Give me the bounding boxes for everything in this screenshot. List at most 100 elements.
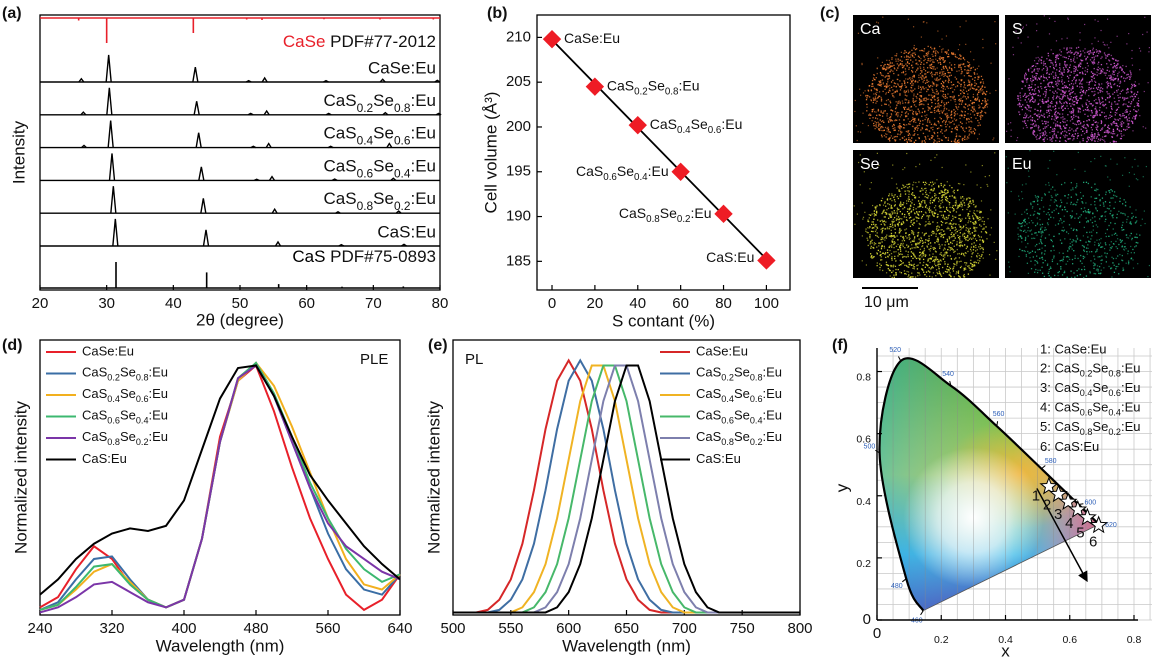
map-dot	[882, 17, 883, 18]
map-dot	[1062, 116, 1063, 117]
map-dot	[910, 134, 911, 135]
map-dot	[928, 53, 929, 54]
map-dot	[861, 64, 862, 65]
map-dot	[933, 74, 934, 75]
map-dot	[1097, 69, 1098, 70]
map-dot	[1040, 239, 1041, 240]
map-dot	[921, 36, 922, 37]
map-dot	[963, 86, 964, 87]
map-dot	[922, 86, 923, 87]
map-dot	[1123, 115, 1124, 116]
map-dot	[914, 222, 915, 223]
map-dot	[890, 102, 891, 103]
map-dot	[922, 127, 923, 128]
map-dot	[974, 242, 975, 243]
map-dot	[977, 217, 978, 218]
map-dot	[1044, 138, 1045, 139]
map-dot	[1092, 81, 1093, 82]
map-dot	[1081, 89, 1082, 90]
map-dot	[964, 131, 965, 132]
map-dot	[986, 232, 987, 233]
map-dot	[919, 164, 920, 165]
map-dot	[886, 213, 887, 214]
map-dot	[1056, 98, 1057, 99]
map-dot	[1107, 81, 1108, 82]
map-dot	[962, 227, 963, 228]
map-dot	[950, 100, 951, 101]
map-dot	[1074, 218, 1075, 219]
map-dot	[869, 234, 870, 235]
map-dot	[1053, 64, 1054, 65]
map-dot	[1096, 138, 1097, 139]
map-dot	[1102, 197, 1103, 198]
map-dot	[1090, 52, 1091, 53]
map-dot	[995, 259, 996, 260]
map-dot	[931, 232, 932, 233]
map-dot	[969, 268, 970, 269]
map-dot	[938, 109, 939, 110]
map-dot	[1131, 224, 1132, 225]
map-dot	[1056, 116, 1057, 117]
map-dot	[913, 47, 914, 48]
map-dot	[1080, 72, 1081, 73]
map-dot	[1064, 136, 1065, 137]
map-dot	[956, 261, 957, 262]
map-dot	[1035, 124, 1036, 125]
map-dot	[1105, 57, 1106, 58]
map-dot	[856, 125, 857, 126]
map-dot	[896, 105, 897, 106]
map-dot	[1020, 97, 1021, 98]
map-dot	[917, 206, 918, 207]
map-dot	[951, 75, 952, 76]
map-dot	[1025, 221, 1026, 222]
map-dot	[927, 119, 928, 120]
xrd-peak	[107, 88, 112, 115]
map-dot	[945, 73, 946, 74]
map-dot	[1048, 191, 1049, 192]
map-dot	[894, 241, 895, 242]
map-dot	[1096, 111, 1097, 112]
map-dot	[1040, 110, 1041, 111]
map-dot	[934, 212, 935, 213]
map-dot	[961, 126, 962, 127]
map-dot	[896, 86, 897, 87]
map-dot	[1097, 55, 1098, 56]
map-dot	[1055, 123, 1056, 124]
map-dot	[925, 100, 926, 101]
map-dot	[934, 118, 935, 119]
map-dot	[1089, 103, 1090, 104]
map-dot	[880, 82, 881, 83]
map-dot	[927, 60, 928, 61]
map-dot	[938, 268, 939, 269]
map-dot	[959, 70, 960, 71]
map-dot	[892, 138, 893, 139]
map-dot	[958, 183, 959, 184]
map-dot	[986, 103, 987, 104]
map-dot	[926, 128, 927, 129]
map-dot	[893, 251, 894, 252]
map-dot	[950, 224, 951, 225]
map-dot	[1057, 81, 1058, 82]
map-dot	[877, 232, 878, 233]
map-dot	[1049, 137, 1050, 138]
map-dot	[982, 47, 983, 48]
map-dot	[923, 262, 924, 263]
map-dot	[904, 109, 905, 110]
map-dot	[934, 232, 935, 233]
map-dot	[951, 87, 952, 88]
map-dot	[1118, 244, 1119, 245]
map-dot	[989, 93, 990, 94]
map-dot	[912, 67, 913, 68]
map-dot	[1088, 212, 1089, 213]
map-dot	[976, 216, 977, 217]
map-dot	[948, 78, 949, 79]
map-dot	[1125, 104, 1126, 105]
map-dot	[918, 137, 919, 138]
map-dot	[893, 92, 894, 93]
map-dot	[945, 96, 946, 97]
map-dot	[981, 231, 982, 232]
map-dot	[934, 110, 935, 111]
point-label: CaS0.4Se0.6:Eu	[650, 116, 743, 136]
map-dot	[1042, 99, 1043, 100]
map-dot	[1105, 55, 1106, 56]
